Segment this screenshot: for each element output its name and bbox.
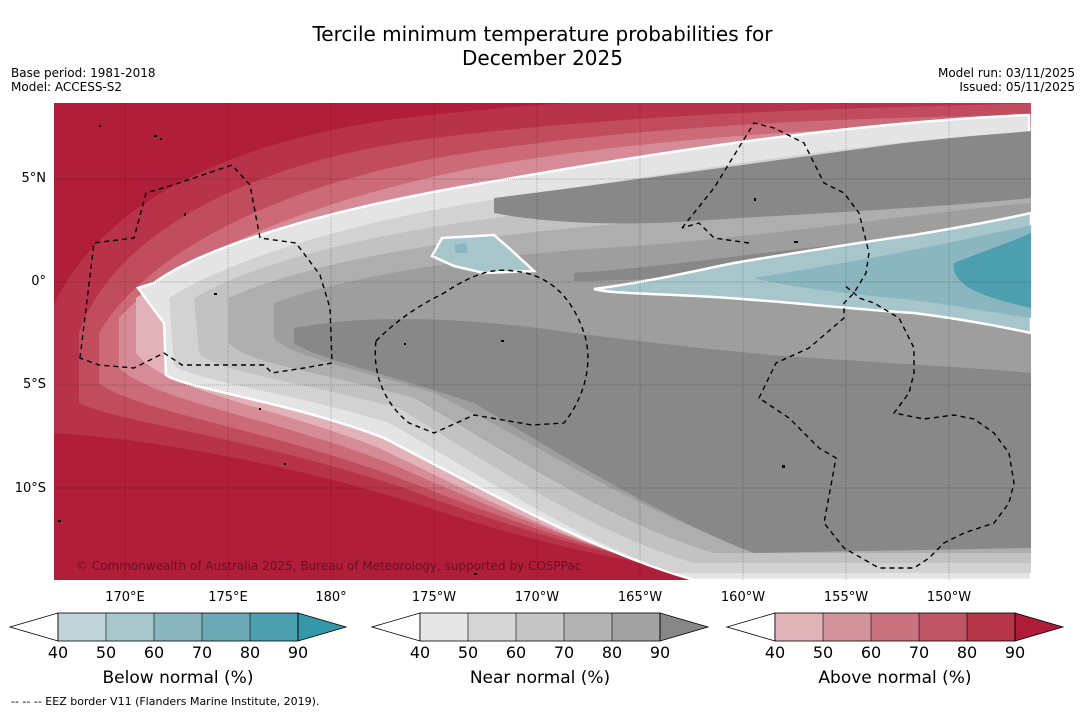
eez-border-phoenix	[374, 269, 589, 434]
near-seg-50	[468, 613, 516, 641]
near-extend-high	[659, 612, 710, 642]
below-tick-90: 90	[287, 643, 309, 662]
eez-footnote: -- -- -- EEZ border V11 (Flanders Marine…	[11, 695, 320, 708]
above-seg-40	[775, 613, 823, 641]
below-seg-80	[250, 613, 298, 641]
lon-label-170w: 170°W	[514, 590, 560, 605]
lat-label-5n: 5°N	[21, 171, 47, 186]
below-seg-70	[202, 613, 250, 641]
lat-label-0: 0°	[31, 274, 46, 289]
lon-label-180: 180°	[315, 590, 347, 605]
copyright-text: © Commonwealth of Australia 2025, Bureau…	[76, 559, 581, 573]
lon-label-175e: 175°E	[208, 590, 248, 605]
near-seg-70	[564, 613, 612, 641]
below-extend-low	[8, 612, 59, 642]
lat-label-10s: 10°S	[14, 481, 46, 496]
map-title: Tercile minimum temperature probabilitie…	[0, 22, 1085, 70]
below-tick-70: 70	[191, 643, 213, 662]
below-tick-60: 60	[143, 643, 165, 662]
below-band-80-east	[953, 233, 1031, 308]
above-tick-60: 60	[860, 643, 882, 662]
above-seg-80	[967, 613, 1015, 641]
title-line-1: Tercile minimum temperature probabilitie…	[312, 22, 773, 46]
colorbar-above	[725, 612, 1065, 642]
near-tick-90: 90	[649, 643, 671, 662]
model-name: Model: ACCESS-S2	[11, 80, 123, 94]
model-run: Model run: 03/11/2025	[937, 66, 1075, 80]
below-seg-50	[106, 613, 154, 641]
above-tick-90: 90	[1004, 643, 1026, 662]
below-seg-60	[154, 613, 202, 641]
below-extend-high	[297, 612, 348, 642]
lon-label-150w: 150°W	[926, 590, 972, 605]
eez-border-kiribati-gilbert	[79, 164, 333, 374]
near-tick-80: 80	[601, 643, 623, 662]
above-tick-80: 80	[956, 643, 978, 662]
title-line-2: December 2025	[462, 46, 623, 70]
above-seg-60	[871, 613, 919, 641]
near-extend-low	[370, 612, 421, 642]
below-band-60-west	[454, 243, 468, 253]
lon-label-155w: 155°W	[823, 590, 869, 605]
below-tick-80: 80	[239, 643, 261, 662]
issued-date: Issued: 05/11/2025	[959, 80, 1075, 94]
below-normal-title: Below normal (%)	[102, 668, 254, 688]
near-band-90-south	[294, 318, 1031, 553]
near-tick-50: 50	[457, 643, 479, 662]
near-seg-80	[612, 613, 660, 641]
lon-label-165w: 165°W	[617, 590, 663, 605]
lat-lon-gridlines	[54, 103, 1031, 580]
probability-map: © Commonwealth of Australia 2025, Bureau…	[54, 103, 1031, 580]
colorbars	[8, 612, 1065, 642]
eez-borders	[79, 122, 1015, 569]
eez-border-line-islands	[681, 122, 1015, 569]
near-band-90-north	[494, 131, 1031, 224]
above-tick-70: 70	[908, 643, 930, 662]
below-tick-50: 50	[95, 643, 117, 662]
lon-label-170e: 170°E	[105, 590, 145, 605]
near-seg-40	[420, 613, 468, 641]
near-tick-40: 40	[409, 643, 431, 662]
probability-contours	[54, 103, 1031, 580]
near-tick-70: 70	[553, 643, 575, 662]
below-seg-40	[58, 613, 106, 641]
lat-label-5s: 5°S	[22, 377, 46, 392]
above-tick-40: 40	[764, 643, 786, 662]
colorbar-near	[370, 612, 710, 642]
above-normal-title: Above normal (%)	[818, 668, 972, 688]
above-tick-50: 50	[812, 643, 834, 662]
above-seg-50	[823, 613, 871, 641]
near-normal-title: Near normal (%)	[469, 668, 611, 688]
base-period: Base period: 1981-2018	[11, 66, 156, 80]
above-extend-high	[1014, 612, 1065, 642]
near-tick-60: 60	[505, 643, 527, 662]
above-seg-70	[919, 613, 967, 641]
below-band-60-east	[754, 225, 1031, 318]
colorbar-below	[8, 612, 348, 642]
below-tick-40: 40	[47, 643, 69, 662]
lon-label-175w: 175°W	[411, 590, 457, 605]
near-seg-60	[516, 613, 564, 641]
island-specks	[58, 125, 798, 575]
lon-label-160w: 160°W	[720, 590, 766, 605]
above-extend-low	[725, 612, 776, 642]
